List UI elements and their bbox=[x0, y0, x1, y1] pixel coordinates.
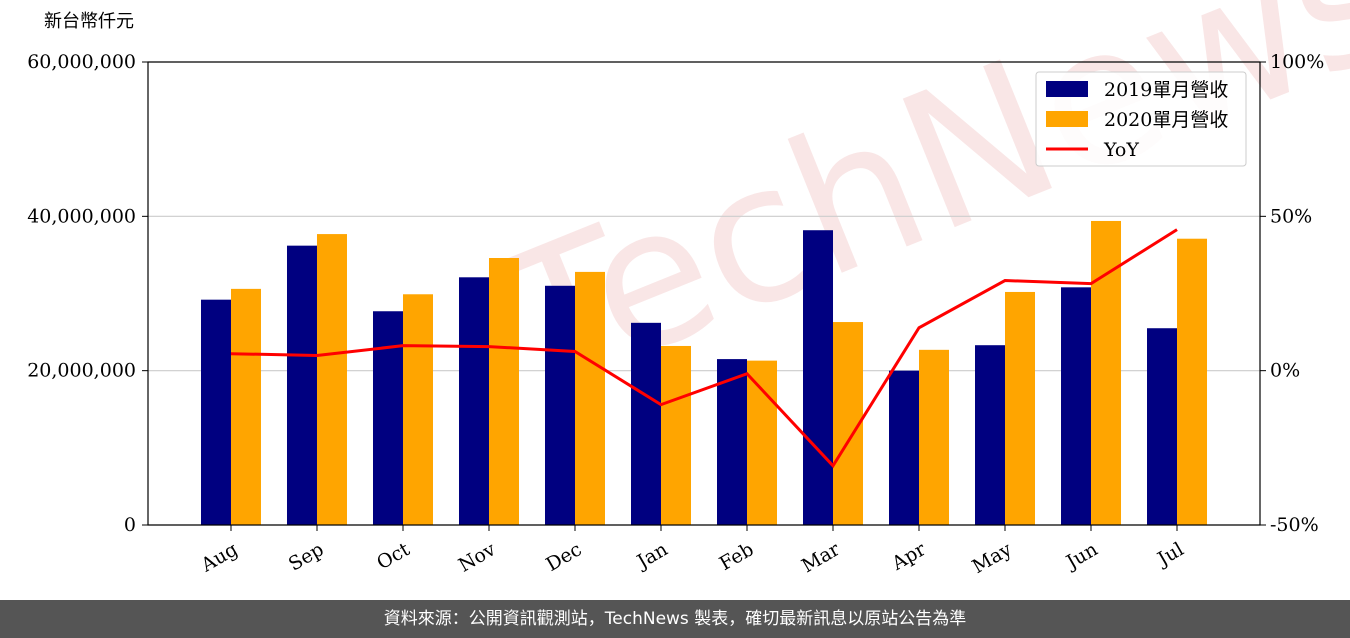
bar bbox=[630, 322, 661, 525]
bar bbox=[402, 294, 433, 525]
x-tick-label: Feb bbox=[716, 538, 758, 575]
x-tick-label: Dec bbox=[542, 538, 585, 576]
y-tick-label: 40,000,000 bbox=[27, 205, 136, 227]
bar bbox=[660, 345, 691, 525]
footer-source: 資料來源：公開資訊觀測站，TechNews 製表，確切最新訊息以原站公告為準 bbox=[0, 600, 1350, 638]
x-tick-label: Jan bbox=[632, 538, 672, 574]
x-tick-label: May bbox=[969, 538, 1016, 578]
bar bbox=[544, 285, 575, 525]
bar bbox=[1147, 328, 1178, 525]
bar bbox=[316, 234, 347, 525]
y-axis-label: 新台幣仟元 bbox=[44, 11, 134, 32]
x-tick-label: Jun bbox=[1061, 538, 1102, 574]
x-tick-label: Apr bbox=[887, 538, 930, 575]
x-tick-label: Aug bbox=[197, 538, 242, 577]
bar bbox=[889, 370, 920, 525]
legend-label: 2019單月營收 bbox=[1104, 79, 1228, 101]
bar bbox=[230, 288, 261, 525]
bar bbox=[919, 349, 950, 525]
bar bbox=[1091, 220, 1122, 526]
y2-tick-label: 0% bbox=[1270, 360, 1300, 382]
x-tick-label: Sep bbox=[285, 538, 328, 575]
legend-box bbox=[1035, 71, 1247, 167]
bar bbox=[574, 271, 605, 525]
x-tick-label: Jul bbox=[1152, 538, 1187, 571]
y-tick-label: 20,000,000 bbox=[27, 360, 136, 382]
bar bbox=[372, 311, 403, 525]
bar bbox=[975, 345, 1006, 525]
bar bbox=[1177, 238, 1208, 525]
y2-tick-label: 50% bbox=[1270, 205, 1312, 227]
y2-tick-label: -50% bbox=[1270, 514, 1319, 536]
bar bbox=[1005, 291, 1036, 525]
x-tick-label: Oct bbox=[373, 538, 414, 574]
bar bbox=[488, 258, 519, 525]
y2-tick-label: 100% bbox=[1270, 51, 1324, 73]
plot-frame bbox=[147, 61, 1261, 526]
bar bbox=[717, 359, 748, 525]
bar bbox=[747, 360, 778, 525]
bar bbox=[286, 245, 317, 525]
x-tick-label: Mar bbox=[798, 538, 844, 577]
x-tick-label: Nov bbox=[455, 538, 500, 577]
bar bbox=[200, 299, 231, 525]
legend-swatch bbox=[1046, 111, 1088, 127]
bar bbox=[803, 230, 834, 525]
legend-label: 2020單月營收 bbox=[1104, 109, 1228, 131]
legend-swatch bbox=[1046, 81, 1088, 97]
legend-label: YoY bbox=[1103, 139, 1139, 161]
y-tick-label: 0 bbox=[124, 514, 136, 536]
bar bbox=[458, 277, 489, 525]
bar bbox=[1061, 287, 1092, 525]
chart: TechNews 新台幣仟元 020,000,00040,000,00060,0… bbox=[27, 0, 1350, 578]
yoy-line bbox=[230, 228, 1178, 469]
y-tick-label: 60,000,000 bbox=[27, 51, 136, 73]
